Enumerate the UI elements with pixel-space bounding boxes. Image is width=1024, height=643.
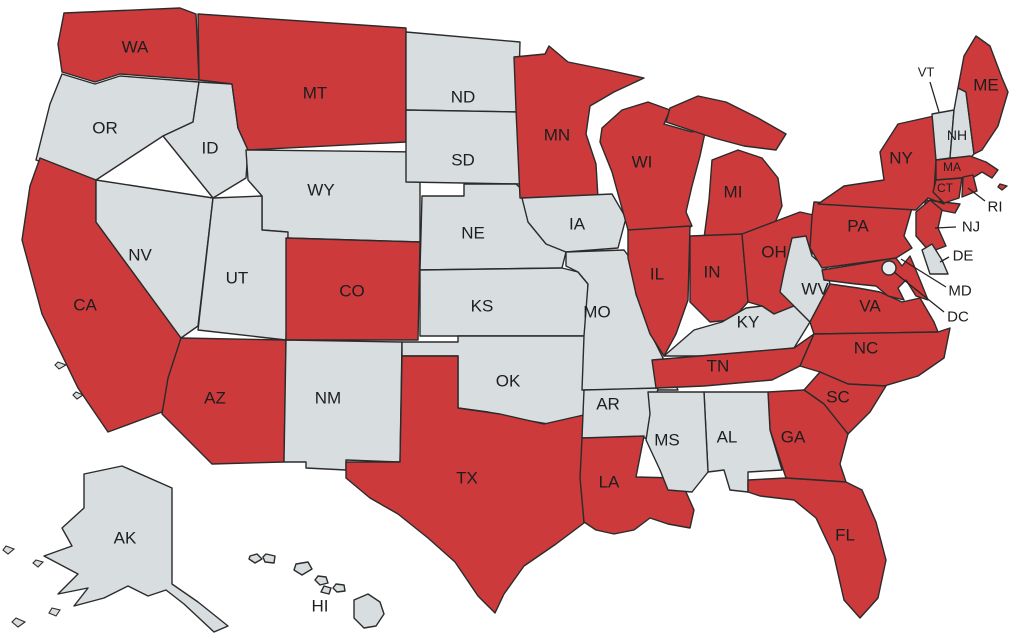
- state-label-MS: MS: [654, 431, 680, 450]
- state-label-AR: AR: [596, 395, 620, 414]
- state-label-NY: NY: [889, 149, 913, 168]
- state-label-WY: WY: [307, 181, 334, 200]
- state-label-DC: DC: [947, 309, 969, 326]
- state-label-OK: OK: [496, 372, 521, 391]
- state-label-ME: ME: [973, 76, 999, 95]
- leader-line-RI: [967, 187, 986, 202]
- state-MI: [665, 95, 787, 239]
- state-label-CT: CT: [937, 181, 954, 195]
- state-label-IN: IN: [704, 263, 721, 282]
- state-label-FL: FL: [835, 526, 855, 545]
- leader-line-DC: [893, 271, 945, 313]
- state-label-TX: TX: [456, 469, 478, 488]
- state-NV: [95, 179, 214, 339]
- small-islands-decoration: [2, 361, 85, 628]
- state-label-NH: NH: [947, 127, 967, 143]
- state-label-HI: HI: [312, 597, 329, 616]
- state-TN: [651, 333, 815, 389]
- state-label-WV: WV: [801, 280, 829, 299]
- state-SD: [405, 109, 521, 185]
- state-CT: [932, 177, 963, 204]
- state-UT: [197, 195, 289, 341]
- state-label-SC: SC: [826, 388, 850, 407]
- state-ME: [957, 35, 1009, 155]
- state-label-NV: NV: [128, 246, 152, 265]
- state-MS: [645, 391, 709, 493]
- state-LA: [579, 435, 695, 535]
- state-label-PA: PA: [847, 217, 869, 236]
- state-label-SD: SD: [451, 151, 475, 170]
- leader-line-NJ: [934, 226, 957, 229]
- state-label-AL: AL: [717, 428, 738, 447]
- state-label-VT: VT: [918, 65, 935, 80]
- state-IA: [521, 193, 627, 253]
- state-label-CA: CA: [73, 296, 97, 315]
- state-label-MN: MN: [544, 126, 570, 145]
- state-CO: [285, 237, 421, 341]
- state-label-NE: NE: [461, 224, 485, 243]
- state-label-LA: LA: [599, 473, 620, 492]
- state-label-ND: ND: [451, 88, 476, 107]
- state-label-GA: GA: [781, 428, 806, 447]
- state-label-MT: MT: [303, 84, 328, 103]
- state-label-OH: OH: [761, 243, 787, 262]
- leader-line-VT: [929, 81, 940, 113]
- leader-line-DE: [939, 256, 950, 263]
- state-label-MD: MD: [948, 283, 971, 300]
- state-FL: [747, 477, 887, 619]
- state-label-NC: NC: [854, 339, 879, 358]
- state-label-MI: MI: [724, 183, 743, 202]
- state-label-DE: DE: [953, 248, 974, 265]
- state-label-VA: VA: [859, 297, 881, 316]
- state-label-NM: NM: [315, 389, 341, 408]
- state-label-AZ: AZ: [204, 389, 226, 408]
- state-label-KY: KY: [737, 313, 760, 332]
- state-KS: [419, 267, 589, 337]
- state-label-ID: ID: [202, 139, 219, 158]
- state-label-AK: AK: [114, 529, 137, 548]
- state-label-MA: MA: [943, 160, 961, 174]
- state-WI: [599, 101, 707, 235]
- state-label-IL: IL: [650, 265, 664, 284]
- state-TX: [345, 355, 589, 614]
- state-MD: [821, 255, 929, 301]
- state-label-WA: WA: [122, 38, 149, 57]
- state-DE: [921, 243, 949, 275]
- state-label-OR: OR: [92, 119, 118, 138]
- state-label-NJ: NJ: [962, 219, 980, 236]
- state-HI: [248, 553, 385, 629]
- state-DC: [881, 260, 897, 276]
- state-AK: [43, 465, 229, 633]
- state-NM: [283, 339, 403, 471]
- state-label-WI: WI: [632, 153, 653, 172]
- leader-line-MD: [900, 258, 947, 288]
- state-label-TN: TN: [707, 357, 730, 376]
- state-NJ: [915, 199, 947, 253]
- state-label-IA: IA: [569, 215, 586, 234]
- state-AR: [581, 387, 659, 439]
- state-label-KS: KS: [471, 297, 494, 316]
- state-label-MO: MO: [583, 303, 610, 322]
- state-label-CO: CO: [339, 282, 365, 301]
- state-label-UT: UT: [226, 269, 249, 288]
- state-label-RI: RI: [988, 199, 1003, 216]
